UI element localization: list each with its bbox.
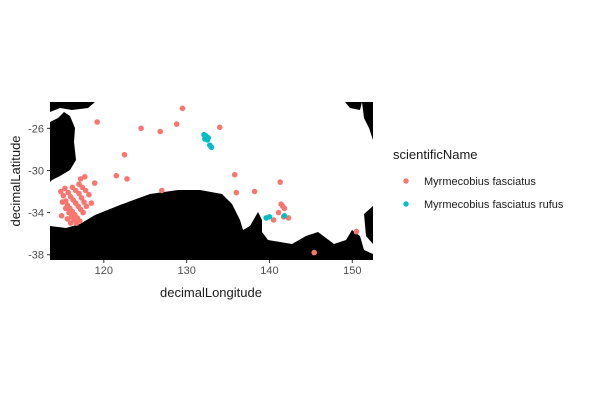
y-tick-label: -26 <box>28 123 44 135</box>
data-point <box>270 217 277 223</box>
data-point <box>202 132 209 139</box>
data-point <box>217 124 223 131</box>
data-point <box>266 214 273 220</box>
basemap-tasman-land <box>345 102 362 110</box>
data-point <box>173 121 180 127</box>
y-ticks: -26 -30 -34 -38 <box>28 123 50 262</box>
data-point <box>65 189 71 196</box>
x-tick-label: 130 <box>177 265 195 277</box>
legend: scientificName Myrmecobius fasciatus Myr… <box>393 147 564 211</box>
data-point <box>311 249 318 256</box>
y-axis-title: decimalLatitude <box>8 135 23 226</box>
data-point <box>233 189 240 196</box>
plot-area: 120 130 140 150 -26 -30 -34 -38 <box>28 102 373 277</box>
basemap-south-coast-land <box>50 190 373 260</box>
data-point <box>94 119 100 125</box>
data-point <box>60 192 67 199</box>
x-axis-title: decimalLongitude <box>160 285 262 300</box>
y-tick-label: -38 <box>28 250 44 262</box>
legend-key-myrmecobius-fasciatus-rufus <box>403 201 409 207</box>
data-point <box>277 179 284 185</box>
y-tick-label: -30 <box>28 165 44 177</box>
data-point <box>124 176 130 182</box>
x-ticks: 120 130 140 150 <box>95 260 361 277</box>
data-point <box>281 205 288 212</box>
data-point <box>204 137 211 143</box>
data-point <box>281 213 288 219</box>
points-layer <box>58 105 360 256</box>
legend-key-myrmecobius-fasciatus <box>403 178 409 184</box>
data-point <box>62 205 69 212</box>
basemap-north-land <box>50 102 95 112</box>
data-point <box>80 209 86 216</box>
x-tick-label: 140 <box>260 265 278 277</box>
basemap-east-coast-land <box>364 206 373 244</box>
data-point <box>159 187 165 194</box>
data-point <box>81 199 87 205</box>
data-point <box>91 180 98 186</box>
data-point <box>72 187 79 194</box>
data-point <box>78 195 85 201</box>
data-point <box>66 209 72 216</box>
x-tick-label: 150 <box>343 265 361 277</box>
data-point <box>86 191 92 198</box>
data-point <box>231 171 238 178</box>
data-point <box>82 187 89 194</box>
y-tick-label: -34 <box>28 208 44 220</box>
data-point <box>77 176 84 182</box>
data-point <box>83 203 90 210</box>
data-point <box>62 185 68 192</box>
data-point <box>58 188 64 195</box>
data-point <box>208 144 215 151</box>
data-point <box>275 209 282 216</box>
legend-label-myrmecobius-fasciatus-rufus: Myrmecobius fasciatus rufus <box>424 199 564 211</box>
data-point <box>59 199 66 205</box>
data-point <box>73 220 80 226</box>
data-point <box>121 151 128 158</box>
data-point <box>88 200 95 206</box>
basemap <box>50 102 373 260</box>
data-point <box>157 128 163 135</box>
data-point <box>179 105 186 112</box>
data-point <box>251 188 258 195</box>
data-point <box>58 213 65 219</box>
legend-label-myrmecobius-fasciatus: Myrmecobius fasciatus <box>424 176 536 188</box>
data-point <box>113 172 120 179</box>
data-point <box>64 216 71 222</box>
data-point <box>353 228 360 235</box>
data-point <box>138 125 144 132</box>
data-point <box>67 220 74 226</box>
basemap-east-land <box>362 102 373 140</box>
x-tick-label: 120 <box>95 265 113 277</box>
legend-title: scientificName <box>393 147 478 162</box>
basemap-southwest-land <box>50 112 76 182</box>
data-point <box>82 174 88 180</box>
